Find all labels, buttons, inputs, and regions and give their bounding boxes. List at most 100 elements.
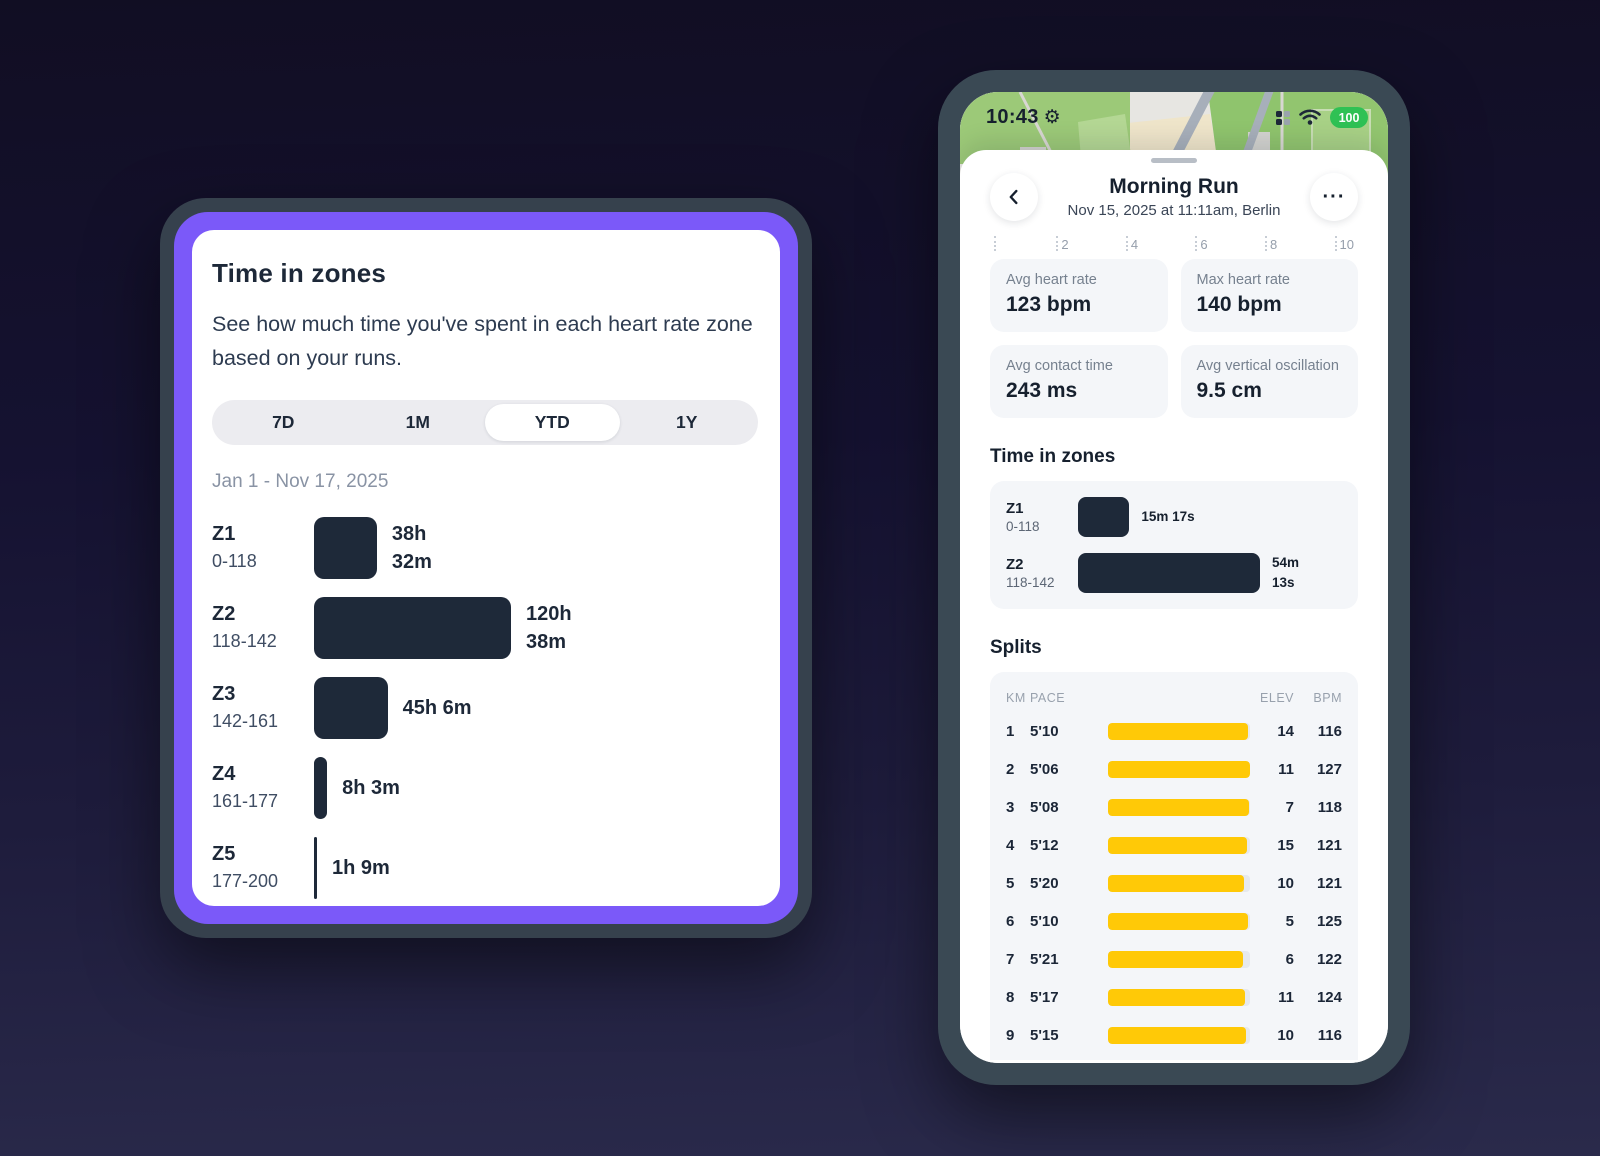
card-description: See how much time you've spent in each h… [212,312,753,371]
range-tab[interactable]: 1M [351,404,486,441]
zones-chart: Z1 0-118 38h 32m Z2 11 [212,516,758,899]
range-tab[interactable]: 7D [216,404,351,441]
split-row: 6 5'10 5 125 [1006,902,1342,940]
split-pace: 5'10 [1030,722,1059,740]
split-pace-bar-track [1108,722,1250,740]
split-pace-bar-track [1108,836,1250,854]
activity-sheet: Morning Run Nov 15, 2025 at 11:11am, Ber… [960,150,1388,1063]
stat-value: 140 bpm [1196,293,1282,316]
zone-name: Z1 [212,523,236,546]
ruler-tick: 10 [1334,236,1354,251]
zone-value: 54m 13s [1272,555,1300,590]
zone-bar [314,596,511,659]
card-title: Time in zones [212,258,387,288]
split-km: 2 [1006,760,1015,778]
splits-table: KM PACE ELEV BPM 1 5'10 14 [990,672,1358,1060]
ruler-tick: 8 [1264,236,1277,251]
split-bpm: 125 [1316,912,1342,930]
ruler-tick-mark [1056,236,1059,251]
zone-range: 161-177 [212,791,279,812]
gear-icon: ⚙ [1043,107,1061,128]
zone-name: Z4 [212,763,236,786]
ruler-tick-mark [1334,236,1337,251]
zones-section-heading: Time in zones [990,446,1116,467]
range-tab[interactable]: YTD [485,403,620,441]
ruler-tick: 2 [1056,236,1069,251]
stat-card: Max heart rate 140 bpm [1180,259,1358,332]
chevron-left-icon [1009,189,1018,205]
zone-bar [1078,553,1261,593]
split-bpm: 121 [1316,874,1342,892]
col-bpm: BPM [1313,691,1342,705]
range-tab[interactable]: 1Y [620,404,755,441]
split-pace-bar-track [1108,760,1250,778]
stats-grid: Avg heart rate 123 bpm Max heart rate 14… [990,259,1358,418]
split-pace-bar-track [1108,874,1250,892]
zone-range: 142-161 [212,711,279,732]
cellular-icon [1276,110,1290,125]
split-elev: 6 [1285,950,1294,968]
zone-range: 118-142 [212,631,277,652]
split-pace: 5'20 [1030,874,1059,892]
zone-row: Z2 118-142 54m 13s [1006,553,1342,593]
range-tab-label: 1M [405,411,430,432]
ruler-tick-label: 4 [1130,237,1139,252]
split-bpm: 116 [1317,1026,1342,1044]
stat-card: Avg contact time 243 ms [990,345,1168,418]
split-row: 5 5'20 10 121 [1006,864,1342,902]
more-button[interactable]: ··· [1310,173,1358,221]
split-pace-bar [1108,950,1244,968]
split-pace-bar-track [1108,950,1250,968]
zone-name: Z2 [1006,556,1024,573]
split-pace-bar-track [1108,1026,1250,1044]
zones-mini-chart: Z1 0-118 15m 17s Z2 11 [990,481,1358,609]
battery-icon: 100 [1330,107,1368,128]
stat-label: Avg heart rate [1006,272,1097,288]
split-elev: 5 [1285,912,1294,930]
stat-card: Avg heart rate 123 bpm [990,259,1168,332]
zone-bar [314,676,388,739]
range-tabs: 7D 1M YTD 1Y [212,399,758,445]
col-km: KM [1006,691,1026,705]
ruler-tick-label: 6 [1200,237,1208,252]
col-pace: PACE [1030,691,1066,705]
split-row: 9 5'15 10 116 [1006,1016,1342,1054]
zone-row: Z5 177-200 1h 9m [212,836,758,899]
stat-label: Avg contact time [1006,358,1113,374]
split-row: 4 5'12 15 121 [1006,826,1342,864]
split-bpm: 124 [1316,988,1342,1006]
drag-handle[interactable] [1151,158,1197,163]
split-bpm: 127 [1316,760,1342,778]
zone-value: 1h 9m [332,856,390,879]
zone-row: Z1 0-118 38h 32m [212,516,758,579]
zone-bar [314,836,317,899]
split-pace: 5'12 [1030,836,1059,854]
split-pace-bar-track [1108,798,1250,816]
split-pace-bar [1108,722,1249,740]
activity-subtitle: Nov 15, 2025 at 11:11am, Berlin [1067,202,1281,219]
stat-value: 243 ms [1006,379,1078,402]
split-pace: 5'08 [1030,798,1059,816]
phone-device: 10:43 ⚙ 100 [938,70,1410,1085]
zone-row: Z4 161-177 8h 3m [212,756,758,819]
zone-bar [314,756,328,819]
split-row: 3 5'08 7 118 [1006,788,1342,826]
zone-row: Z3 142-161 45h 6m [212,676,758,739]
zone-value: 15m 17s [1141,509,1195,525]
zone-range: 177-200 [212,871,279,892]
back-button[interactable] [990,173,1038,221]
split-km: 1 [1006,722,1015,740]
zone-value: 120h 38m [525,602,572,653]
zone-bar [1078,497,1130,537]
zone-bar [314,516,377,579]
status-bar: 10:43 ⚙ 100 [986,106,1368,129]
ruler-tick-mark [1195,236,1198,251]
split-elev: 11 [1278,760,1294,778]
ruler-tick [994,236,999,251]
split-pace-bar [1108,760,1250,778]
wifi-icon [1299,109,1321,125]
split-bpm: 121 [1316,836,1342,854]
ruler-tick-mark [994,236,996,251]
stat-card: Avg vertical oscillation 9.5 cm [1180,345,1358,418]
zone-range: 0-118 [1006,519,1040,534]
